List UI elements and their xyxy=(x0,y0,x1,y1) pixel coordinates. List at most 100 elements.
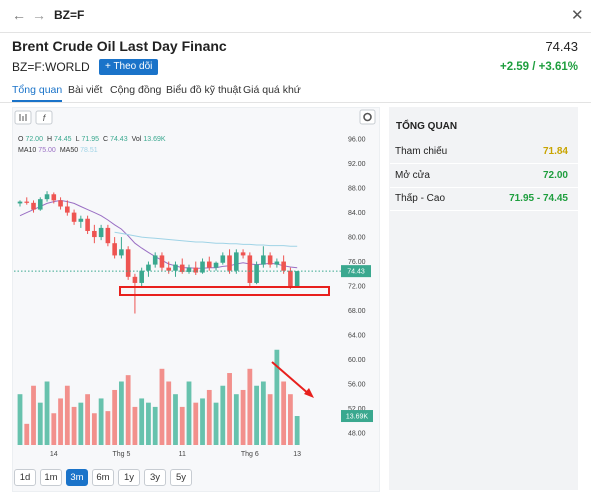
volume-bar xyxy=(152,406,158,445)
range-button[interactable]: 3m xyxy=(66,469,88,486)
y-tick-label: 48.00 xyxy=(348,430,366,437)
candle-body xyxy=(71,212,77,222)
volume-bar xyxy=(85,394,90,445)
candle-body xyxy=(78,218,84,222)
settings-icon xyxy=(363,112,372,122)
nav-symbol: BZ=F xyxy=(54,8,85,22)
candle-body xyxy=(234,252,239,271)
tab[interactable]: Cộng đồng xyxy=(110,84,162,96)
tab[interactable]: Bài viết xyxy=(68,84,103,96)
volume-bar xyxy=(240,389,246,445)
top-bar xyxy=(0,0,591,33)
candle-body xyxy=(58,200,63,207)
overview-row: Mở cửa 72.00 xyxy=(390,165,578,188)
range-button[interactable]: 1m xyxy=(40,469,62,486)
candle-body xyxy=(139,270,144,283)
candle-body xyxy=(146,264,151,271)
candle-body xyxy=(92,230,97,238)
candle-body xyxy=(179,264,185,272)
volume-bar xyxy=(159,368,165,445)
y-tick-label: 88.00 xyxy=(348,186,366,193)
overview-title: TỔNG QUAN xyxy=(396,121,458,132)
volume-bar xyxy=(105,411,111,445)
candle-body xyxy=(281,261,286,271)
overview-panel xyxy=(389,139,578,490)
volume-bar xyxy=(146,402,151,445)
y-tick-label: 68.00 xyxy=(348,308,366,315)
volume-bar xyxy=(260,381,266,445)
volume-bar xyxy=(206,389,212,445)
y-tick-label: 56.00 xyxy=(348,381,366,388)
volume-bar xyxy=(78,402,84,445)
moving-average-line xyxy=(19,199,298,269)
range-button[interactable]: 1d xyxy=(14,469,36,486)
y-tick-label: 92.00 xyxy=(348,161,366,168)
volume-bar xyxy=(220,385,226,445)
tab[interactable]: Giá quá khứ xyxy=(243,84,301,96)
volume-bar xyxy=(274,349,280,445)
candle-body xyxy=(31,202,36,210)
candle-body xyxy=(51,194,57,201)
volume-bar xyxy=(17,394,23,445)
volume-bar xyxy=(213,402,219,445)
volume-bar xyxy=(294,416,300,445)
candle-body xyxy=(193,267,199,273)
volume-bar xyxy=(166,381,172,445)
moving-average-line xyxy=(114,231,298,247)
candle-body xyxy=(98,227,104,238)
back-button[interactable]: ← xyxy=(12,7,26,23)
candle-body xyxy=(112,243,117,256)
range-button[interactable]: 1y xyxy=(118,469,140,486)
legend-key: H xyxy=(47,136,52,143)
candle-body xyxy=(24,201,30,203)
volume-bar xyxy=(281,381,287,445)
annotation-arrowhead xyxy=(304,388,314,398)
forward-button[interactable]: → xyxy=(32,7,46,23)
volume-bar xyxy=(200,398,205,445)
volume-tag: 13.69K xyxy=(346,414,369,421)
range-button[interactable]: 5y xyxy=(170,469,192,486)
legend-value: 75.00 xyxy=(38,147,56,154)
x-tick-label: 11 xyxy=(179,451,186,458)
candle-body xyxy=(247,255,253,283)
chart-tool[interactable] xyxy=(35,110,53,125)
chart-tool-icon: f xyxy=(43,113,47,123)
price: 74.43 xyxy=(545,39,578,54)
candle-body xyxy=(294,271,300,286)
x-tick-label: 14 xyxy=(50,451,58,458)
annotation-arrow xyxy=(271,361,311,396)
volume-bar xyxy=(51,413,57,445)
candle-body xyxy=(17,201,23,204)
annotation-box xyxy=(119,286,330,296)
tab[interactable]: Biểu đồ kỹ thuật xyxy=(166,84,242,96)
overview-label: Tham chiếu xyxy=(395,146,448,157)
close-button[interactable]: ✕ xyxy=(571,7,584,24)
candle-body xyxy=(65,206,70,213)
candle-body xyxy=(186,267,192,272)
y-tick-label: 52.00 xyxy=(348,406,366,413)
volume-bar xyxy=(119,381,124,445)
range-button[interactable]: 3y xyxy=(144,469,166,486)
legend-key: C xyxy=(103,136,108,143)
tab[interactable]: Tổng quan xyxy=(12,84,63,102)
price-tag: 74.43 xyxy=(347,269,365,276)
legend-value: 78.51 xyxy=(80,147,98,154)
range-button[interactable]: 6m xyxy=(92,469,114,486)
candle-body xyxy=(37,199,43,210)
volume-bar xyxy=(125,375,131,445)
candle-body xyxy=(105,227,111,244)
legend-value: 74.43 xyxy=(110,136,128,143)
overview-header xyxy=(389,107,578,139)
volume-bar xyxy=(64,385,70,445)
volume-bar xyxy=(254,385,259,445)
volume-bar xyxy=(31,385,36,445)
y-tick-label: 84.00 xyxy=(348,210,366,217)
volume-bar xyxy=(267,394,273,445)
candle-body xyxy=(274,261,280,265)
follow-button[interactable]: + Theo dõi xyxy=(99,59,159,75)
candle-body xyxy=(206,261,212,268)
volume-bar xyxy=(186,381,192,445)
settings-button[interactable] xyxy=(359,109,376,125)
x-tick-label: Thg 5 xyxy=(112,451,130,458)
